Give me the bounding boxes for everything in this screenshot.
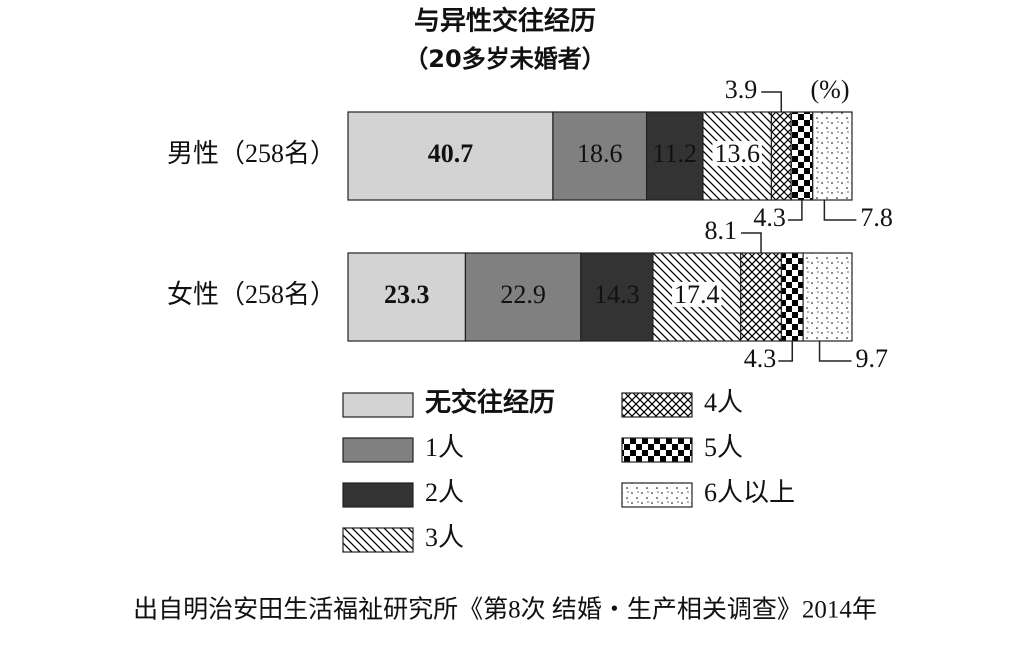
leader-line <box>823 200 857 221</box>
value-label: 23.3 <box>384 280 430 309</box>
bar-segment <box>790 111 814 201</box>
legend-label: 3人 <box>425 523 464 552</box>
value-label: 14.3 <box>594 280 640 309</box>
legend-label: 4人 <box>704 388 743 417</box>
chart-subtitle: （20多岁未婚者） <box>404 45 605 73</box>
value-label: 18.6 <box>577 139 623 168</box>
leader-line <box>761 91 783 112</box>
bar-segment <box>770 111 792 201</box>
legend-label: 无交往经历 <box>425 387 555 417</box>
value-label: 7.8 <box>860 203 893 232</box>
bar-segment <box>812 111 853 201</box>
bar-segment <box>347 111 554 201</box>
legend-swatch <box>621 437 693 463</box>
category-label: 女性（258名） <box>167 280 336 309</box>
bar-segment <box>740 252 783 342</box>
legend-label: 2人 <box>425 478 464 507</box>
label-backdrop <box>672 281 722 307</box>
category-label: 男性（258名） <box>167 139 336 168</box>
leader-line <box>818 341 852 362</box>
value-label: 22.9 <box>500 280 546 309</box>
value-label: 4.3 <box>744 344 777 373</box>
legend-swatch <box>342 527 414 553</box>
value-label: 11.2 <box>652 139 697 168</box>
leader-line <box>741 232 762 253</box>
legend-label: 6人以上 <box>704 478 795 507</box>
bar-segment <box>580 252 654 342</box>
value-label: 3.9 <box>725 75 758 104</box>
legend-swatch <box>621 392 693 418</box>
unit-label: (%) <box>811 75 850 104</box>
legend-swatch <box>342 392 414 418</box>
leader-line <box>787 200 803 221</box>
value-label: 4.3 <box>753 203 786 232</box>
bar-segment <box>780 252 804 342</box>
legend-swatch <box>621 482 693 508</box>
value-label: 17.4 <box>674 280 720 309</box>
value-label: 40.7 <box>428 139 474 168</box>
value-label: 13.6 <box>714 139 760 168</box>
legend-swatch <box>342 437 414 463</box>
chart-title: 与异性交往经历 <box>414 6 596 37</box>
bar-segment <box>645 111 704 201</box>
label-backdrop <box>712 140 762 166</box>
leader-line <box>778 341 794 362</box>
legend-swatch <box>342 482 414 508</box>
bar-segment <box>347 252 467 342</box>
source-note: 出自明治安田生活福祉研究所《第8次 结婚・生产相关调查》2014年 <box>133 596 877 624</box>
bar-segment <box>464 252 582 342</box>
bar-segment <box>552 111 648 201</box>
legend-label: 1人 <box>425 433 464 462</box>
legend-label: 5人 <box>704 433 743 462</box>
bar-segment <box>802 252 853 342</box>
value-label: 8.1 <box>705 216 738 245</box>
value-label: 9.7 <box>856 344 889 373</box>
